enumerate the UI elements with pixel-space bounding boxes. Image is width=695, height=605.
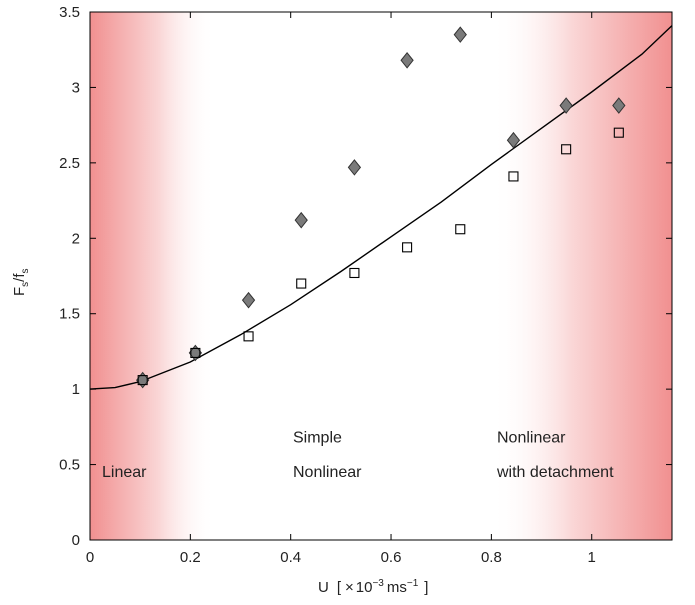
diamond-marker <box>400 51 414 69</box>
region-label: Linear <box>102 464 147 481</box>
diamond-marker <box>612 97 626 114</box>
diamond-marker <box>506 131 521 149</box>
y-tick-label: 3 <box>72 79 80 96</box>
y-tick-label: 0 <box>72 532 80 549</box>
square-marker <box>455 224 466 235</box>
region-shading <box>90 12 672 540</box>
region-shade-left <box>90 12 216 540</box>
square-marker <box>296 278 307 289</box>
square-marker <box>137 375 148 386</box>
y-tick-label: 2 <box>72 230 80 247</box>
diamond-marker <box>453 26 467 43</box>
model-curve-layer <box>89 25 673 390</box>
region-label: Nonlinear <box>497 429 566 446</box>
diamond-marker <box>559 97 573 114</box>
axes: 0 0.2 0.4 0.6 0.8 1 0 0.5 1 1.5 2 2.5 3 3.5 <box>59 4 673 566</box>
y-tick-label: 1 <box>72 381 80 398</box>
y-tick-label: 1.5 <box>59 306 80 323</box>
x-tick-label: 0 <box>86 549 94 566</box>
square-marker <box>613 127 624 138</box>
plot-frame <box>89 11 673 541</box>
x-tick-label: 1 <box>588 549 596 566</box>
diamond-marker <box>241 291 256 309</box>
square-marker <box>349 267 360 279</box>
region-label: Simple <box>293 429 342 446</box>
y-axis-label: Fs/fs <box>11 268 31 296</box>
diamond-marker <box>347 159 362 176</box>
data-markers <box>136 26 626 389</box>
square-marker <box>561 144 572 155</box>
region-labels: Linear Simple Nonlinear Nonlinear with detac… <box>102 429 614 481</box>
region-label: Nonlinear <box>293 464 362 481</box>
square-marker <box>243 331 254 342</box>
y-tick-label: 0.5 <box>59 457 80 474</box>
region-shade-right <box>491 12 672 540</box>
y-tick-label: 2.5 <box>59 155 80 172</box>
x-tick-label: 0.4 <box>280 549 301 566</box>
x-tick-label: 0.6 <box>381 549 402 566</box>
x-tick-label: 0.8 <box>481 549 502 566</box>
y-tick-label: 3.5 <box>59 4 80 21</box>
model-curve <box>89 25 673 390</box>
square-marker <box>190 347 201 358</box>
diamond-marker <box>294 211 308 229</box>
x-axis-label: U[× 10−3 ms−1] <box>318 578 428 596</box>
region-label: with detachment <box>496 464 614 481</box>
square-marker <box>508 171 519 182</box>
x-tick-label: 0.2 <box>180 549 201 566</box>
square-marker <box>402 242 413 253</box>
